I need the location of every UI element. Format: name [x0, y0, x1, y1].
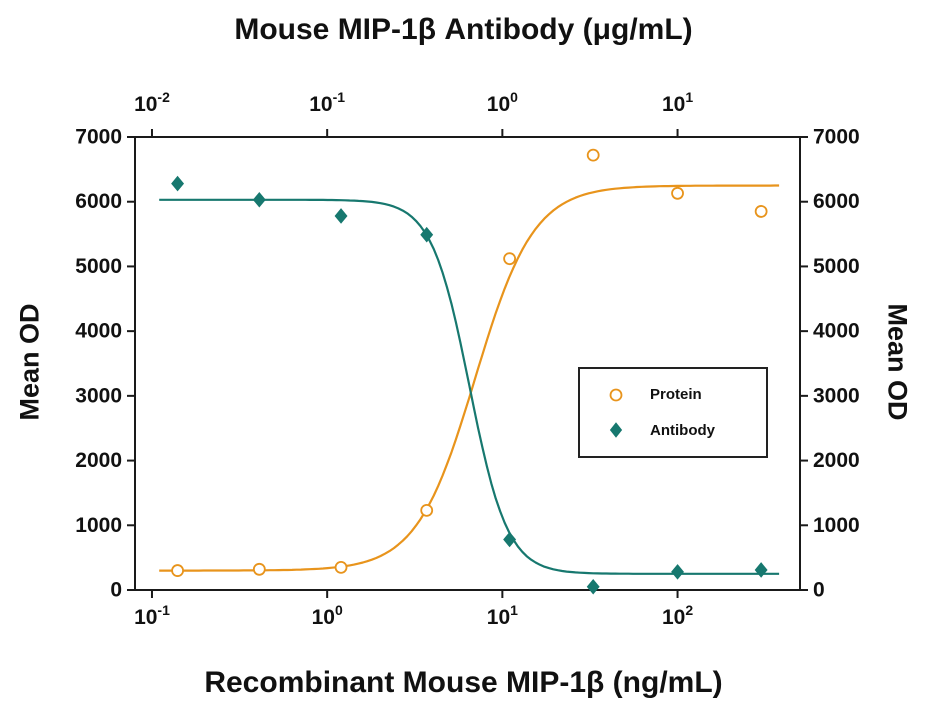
data-point — [420, 226, 434, 243]
antibody-marker-icon — [609, 422, 623, 439]
svg-text:6000: 6000 — [813, 190, 860, 213]
svg-text:7000: 7000 — [813, 126, 860, 149]
svg-text:100: 100 — [487, 89, 518, 116]
svg-text:2000: 2000 — [75, 449, 122, 472]
svg-text:0: 0 — [110, 579, 122, 602]
svg-text:101: 101 — [487, 602, 518, 629]
svg-text:7000: 7000 — [75, 126, 122, 149]
data-point — [503, 252, 517, 266]
antibody-points — [171, 175, 768, 595]
svg-text:5000: 5000 — [813, 255, 860, 278]
data-point — [671, 564, 684, 580]
svg-text:2000: 2000 — [813, 449, 860, 472]
svg-text:10-2: 10-2 — [134, 89, 170, 116]
protein-points — [171, 148, 768, 577]
data-point — [334, 560, 348, 574]
legend-label-antibody: Antibody — [650, 421, 715, 439]
data-point — [252, 562, 266, 576]
svg-text:1000: 1000 — [75, 514, 122, 537]
x-axis-bottom: 10-1 100 101 102 — [134, 590, 693, 629]
legend-label-protein: Protein — [650, 386, 702, 404]
data-point — [171, 175, 185, 192]
svg-text:3000: 3000 — [813, 384, 860, 407]
svg-text:10-1: 10-1 — [309, 89, 345, 116]
svg-text:4000: 4000 — [813, 320, 860, 343]
svg-text:10-1: 10-1 — [134, 602, 170, 629]
legend-item-antibody: Antibody — [606, 420, 766, 440]
svg-text:4000: 4000 — [75, 320, 122, 343]
data-point — [503, 531, 517, 548]
y-axis-ticks: 0 0 1000 1000 2000 2000 3000 3000 4000 4000 5000 50… — [75, 126, 859, 602]
y-axis-label-right: Mean OD — [882, 303, 913, 421]
data-point — [586, 148, 600, 162]
svg-text:101: 101 — [662, 89, 693, 116]
svg-text:102: 102 — [662, 602, 693, 629]
top-axis-title: Mouse MIP-1β Antibody (μg/mL) — [234, 13, 693, 46]
svg-text:6000: 6000 — [75, 190, 122, 213]
svg-text:1000: 1000 — [813, 514, 860, 537]
svg-text:100: 100 — [312, 602, 343, 629]
data-point — [171, 564, 184, 577]
svg-text:3000: 3000 — [75, 384, 122, 407]
data-point — [334, 208, 348, 224]
svg-text:5000: 5000 — [75, 255, 122, 278]
protein-marker-icon — [609, 388, 623, 402]
bottom-axis-title: Recombinant Mouse MIP-1β (ng/mL) — [204, 666, 723, 699]
data-point — [252, 191, 266, 208]
x-axis-top: 10-2 10-1 100 101 — [134, 89, 693, 137]
legend-item-protein: Protein — [606, 385, 766, 405]
data-point — [754, 205, 768, 218]
plot-frame — [134, 136, 801, 591]
legend: Protein Antibody — [578, 367, 768, 458]
y-axis-label-left: Mean OD — [14, 303, 45, 421]
svg-text:0: 0 — [813, 579, 825, 602]
data-point — [754, 562, 768, 578]
data-point — [671, 186, 684, 200]
data-point — [586, 578, 600, 595]
data-point — [420, 504, 434, 517]
